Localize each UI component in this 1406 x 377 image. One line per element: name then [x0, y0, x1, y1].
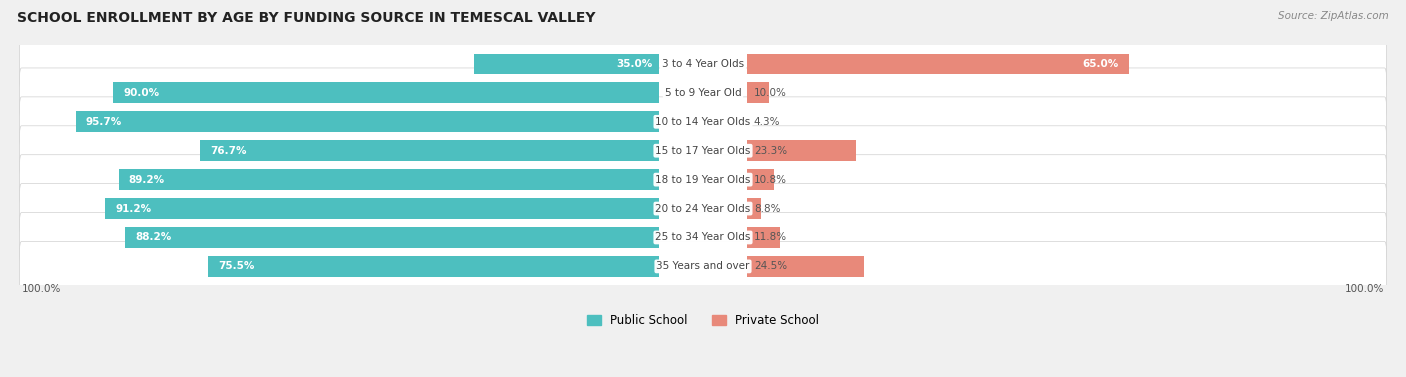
Bar: [747, 256, 863, 277]
Text: 24.5%: 24.5%: [754, 261, 787, 271]
Bar: [747, 83, 769, 103]
Text: 88.2%: 88.2%: [135, 233, 172, 242]
Text: 100.0%: 100.0%: [21, 284, 60, 294]
Text: 89.2%: 89.2%: [128, 175, 165, 185]
Text: 20 to 24 Year Olds: 20 to 24 Year Olds: [655, 204, 751, 213]
Text: 90.0%: 90.0%: [124, 88, 159, 98]
Text: 15 to 17 Year Olds: 15 to 17 Year Olds: [655, 146, 751, 156]
Text: 11.8%: 11.8%: [754, 233, 787, 242]
FancyBboxPatch shape: [20, 68, 1386, 118]
Text: 25 to 34 Year Olds: 25 to 34 Year Olds: [655, 233, 751, 242]
Bar: [125, 227, 659, 248]
FancyBboxPatch shape: [20, 97, 1386, 147]
Bar: [747, 169, 773, 190]
Text: 100.0%: 100.0%: [1346, 284, 1385, 294]
Bar: [747, 140, 856, 161]
Text: 8.8%: 8.8%: [754, 204, 780, 213]
FancyBboxPatch shape: [20, 213, 1386, 262]
Bar: [747, 198, 761, 219]
Text: 10.8%: 10.8%: [754, 175, 787, 185]
Text: 18 to 19 Year Olds: 18 to 19 Year Olds: [655, 175, 751, 185]
Text: 4.3%: 4.3%: [754, 117, 780, 127]
Text: Source: ZipAtlas.com: Source: ZipAtlas.com: [1278, 11, 1389, 21]
Text: 35 Years and over: 35 Years and over: [657, 261, 749, 271]
Bar: [747, 54, 1129, 74]
Text: 76.7%: 76.7%: [211, 146, 247, 156]
Bar: [118, 169, 659, 190]
FancyBboxPatch shape: [20, 242, 1386, 291]
Text: 3 to 4 Year Olds: 3 to 4 Year Olds: [662, 59, 744, 69]
Text: 95.7%: 95.7%: [86, 117, 122, 127]
Bar: [747, 227, 780, 248]
Text: 23.3%: 23.3%: [754, 146, 787, 156]
FancyBboxPatch shape: [20, 126, 1386, 176]
Text: 5 to 9 Year Old: 5 to 9 Year Old: [665, 88, 741, 98]
Text: 65.0%: 65.0%: [1083, 59, 1119, 69]
Text: 75.5%: 75.5%: [218, 261, 254, 271]
Legend: Public School, Private School: Public School, Private School: [582, 310, 824, 332]
Bar: [208, 256, 659, 277]
Text: 10.0%: 10.0%: [754, 88, 786, 98]
Bar: [114, 83, 659, 103]
Text: 91.2%: 91.2%: [115, 204, 152, 213]
Text: 35.0%: 35.0%: [616, 59, 652, 69]
FancyBboxPatch shape: [20, 184, 1386, 233]
Bar: [76, 111, 659, 132]
FancyBboxPatch shape: [20, 39, 1386, 89]
FancyBboxPatch shape: [20, 155, 1386, 205]
Bar: [201, 140, 659, 161]
Text: 10 to 14 Year Olds: 10 to 14 Year Olds: [655, 117, 751, 127]
Text: SCHOOL ENROLLMENT BY AGE BY FUNDING SOURCE IN TEMESCAL VALLEY: SCHOOL ENROLLMENT BY AGE BY FUNDING SOUR…: [17, 11, 595, 25]
Bar: [105, 198, 659, 219]
Bar: [474, 54, 659, 74]
